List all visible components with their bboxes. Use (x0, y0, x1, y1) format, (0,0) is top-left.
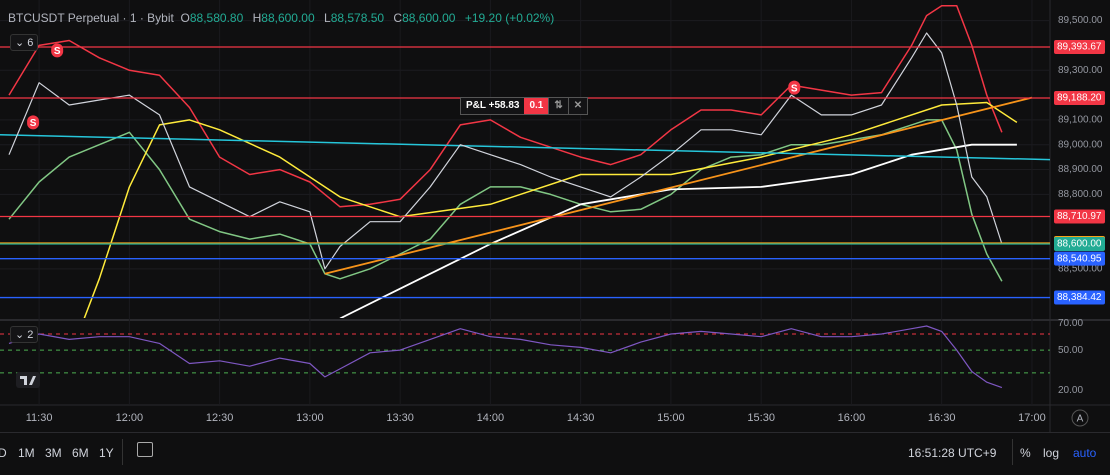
position-widget[interactable]: P&L +58.83 0.1 ⇅ ✕ (460, 97, 589, 115)
price-label: 88,540.95 (1057, 253, 1102, 264)
bottom-toolbar: D 1M 3M 6M 1Y 16:51:28 UTC+9 % log auto (0, 432, 1110, 475)
series-line (8, 119, 1003, 282)
series-line (0, 134, 1050, 161)
x-tick-label: 17:00 (1018, 412, 1046, 424)
ohlc-value: 88,600.00 (261, 11, 315, 25)
y-tick-label: 70.00 (1058, 318, 1083, 329)
price-label-box (1054, 237, 1105, 252)
signal-marker (788, 80, 801, 95)
reverse-button[interactable]: ⇅ (548, 98, 567, 114)
range-button[interactable]: 3M (45, 446, 62, 460)
percent-button[interactable]: % (1020, 446, 1031, 460)
price-label: 88,600.00 (1057, 239, 1102, 250)
x-tick-label: 15:00 (657, 412, 685, 424)
pnl: P&L +58.83 (466, 100, 520, 111)
signal-label: S (791, 83, 798, 94)
y-tick-label: 88,900.00 (1058, 164, 1103, 175)
indicator-toggle[interactable]: ⌄ 2 (10, 326, 39, 343)
range-button[interactable]: 6M (72, 446, 89, 460)
y-tick-label: 89,500.00 (1058, 15, 1103, 26)
series-line (8, 4, 1003, 208)
x-tick-label: 12:30 (206, 412, 234, 424)
price-label: 88,384.42 (1057, 292, 1102, 303)
ohlc-key: L (324, 11, 331, 25)
series-line (8, 32, 1003, 270)
y-tick-label: 89,000.00 (1058, 139, 1103, 150)
ohlc-value: 88,600.00 (402, 11, 456, 25)
price-label-box (1054, 290, 1105, 305)
x-tick-label: 16:30 (928, 412, 956, 424)
ohlc-key: H (252, 11, 262, 25)
ohlc-value: 88,578.50 (330, 11, 385, 25)
separator (122, 439, 123, 465)
price-label-box (1054, 209, 1105, 224)
x-tick-label: 14:00 (477, 412, 505, 424)
series-line (8, 325, 1003, 389)
x-tick-label: 12:00 (116, 412, 144, 424)
series-line (339, 143, 1017, 318)
ohlc-value: 88,580.80 (189, 11, 244, 25)
x-tick-label: 11:30 (26, 412, 53, 424)
signal-marker (51, 43, 64, 58)
range-button[interactable]: 1Y (99, 446, 114, 460)
signal-label: S (54, 46, 61, 57)
price-label-box (1054, 91, 1105, 106)
x-tick-label: 15:30 (747, 412, 775, 424)
legend-header: BTCUSDT Perpetual · 1 · Bybit O88,580.80… (8, 11, 560, 25)
price-label-box (1054, 39, 1105, 54)
ohlc-key: O (180, 11, 190, 25)
x-tick-label: 13:00 (296, 412, 324, 424)
price-label-box (1054, 251, 1105, 266)
separator (1012, 439, 1013, 465)
price-label: 89,188.20 (1057, 93, 1102, 104)
y-tick-label: 88,500.00 (1058, 263, 1103, 274)
y-tick-label: 89,100.00 (1058, 115, 1103, 126)
price-label: 88,710.97 (1057, 211, 1102, 222)
scale-button-label: A (1077, 414, 1084, 425)
change: +19.20 (+0.02%) (464, 11, 555, 25)
quantity: 0.1 (524, 98, 549, 114)
indicator-count: 2 (27, 329, 34, 341)
tv-logo-mark (20, 376, 36, 385)
auto-button[interactable]: auto (1073, 446, 1097, 460)
range-button[interactable]: 1M (18, 446, 35, 460)
scale-button (1071, 409, 1089, 427)
goto-date-icon[interactable] (137, 442, 153, 457)
y-tick-label: 89,300.00 (1058, 65, 1103, 76)
plot-area (8, 325, 1003, 389)
indicator-count: 6 (27, 37, 34, 49)
range-button[interactable]: D (0, 446, 7, 460)
ohlc-key: C (393, 11, 403, 25)
close-button[interactable]: ✕ (567, 98, 587, 114)
symbol: BTCUSDT Perpetual · 1 · Bybit (8, 11, 174, 25)
y-tick-label: 50.00 (1058, 345, 1083, 356)
indicator-toggle[interactable]: ⌄ 6 (10, 34, 39, 51)
clock: 16:51:28 UTC+9 (908, 446, 997, 460)
price-label: 89,393.67 (1057, 42, 1102, 53)
log-button[interactable]: log (1043, 446, 1060, 460)
x-tick-label: 14:30 (567, 412, 595, 424)
y-tick-label: 88,800.00 (1058, 189, 1103, 200)
x-tick-label: 13:30 (386, 412, 414, 424)
x-tick-label: 16:00 (838, 412, 866, 424)
signal-label: S (30, 118, 37, 129)
y-tick-label: 20.00 (1058, 385, 1083, 396)
signal-marker (27, 115, 40, 130)
tv-logo (16, 372, 40, 388)
